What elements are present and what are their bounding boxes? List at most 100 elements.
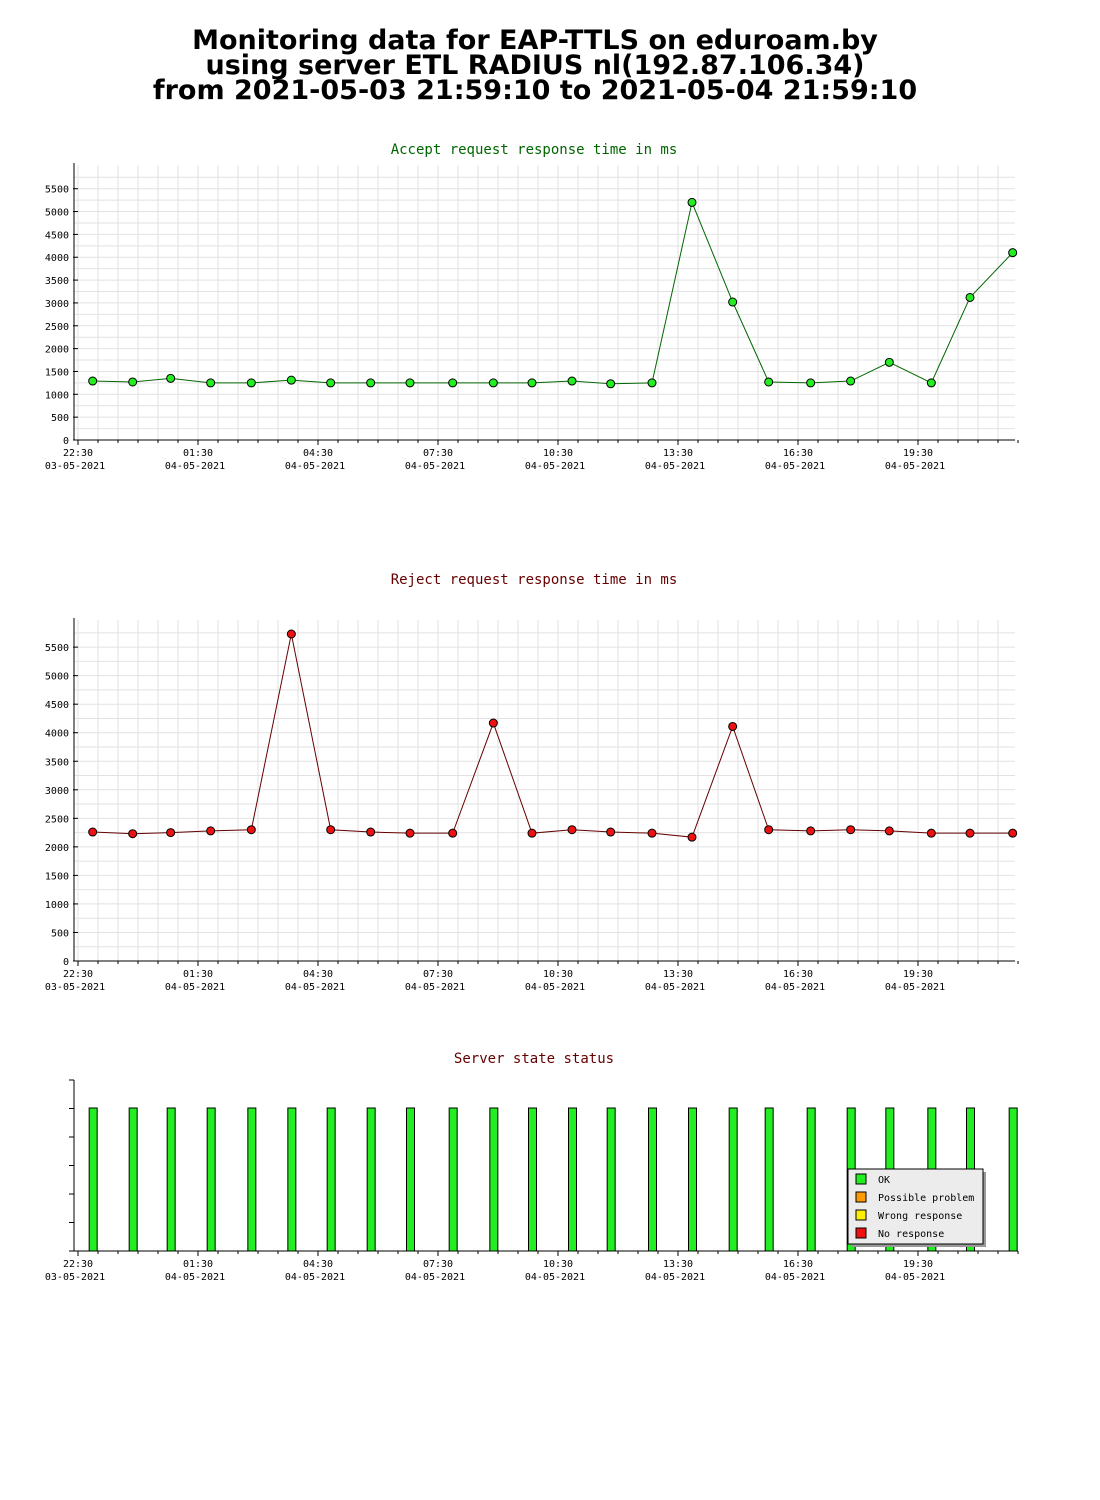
- y-tick-label: 3500: [45, 276, 69, 287]
- x-tick-label-date: 03-05-2021: [45, 461, 105, 472]
- x-tick-label-time: 22:30: [63, 969, 93, 980]
- y-tick-label: 4000: [45, 253, 69, 264]
- x-tick-label-time: 13:30: [663, 969, 693, 980]
- accept-data-point: [806, 378, 816, 388]
- legend-swatch: [855, 1191, 867, 1203]
- x-tick-label-time: 22:30: [63, 1259, 93, 1270]
- status-bar: [366, 1107, 376, 1252]
- accept-data-point: [687, 197, 697, 207]
- legend-swatch: [855, 1209, 867, 1221]
- reject-data-point: [606, 827, 616, 837]
- accept-data-point: [764, 377, 774, 387]
- y-tick-label: 0: [63, 957, 69, 968]
- reject-data-point: [1008, 828, 1018, 838]
- reject-chart-title: Reject request response time in ms: [391, 572, 678, 588]
- accept-chart: Accept request response time in ms 0 500 10…: [45, 142, 1019, 472]
- legend-swatch: [855, 1227, 867, 1239]
- accept-data-point: [647, 378, 657, 388]
- accept-data-point: [246, 378, 256, 388]
- x-tick-label-date: 04-05-2021: [285, 1272, 345, 1283]
- status-bar: [448, 1107, 458, 1252]
- accept-data-point: [926, 378, 936, 388]
- x-tick-label-date: 04-05-2021: [645, 1272, 705, 1283]
- x-tick-label-date: 04-05-2021: [645, 461, 705, 472]
- accept-data-point: [846, 376, 856, 386]
- reject-data-point: [728, 721, 738, 731]
- x-tick-label-date: 03-05-2021: [45, 1272, 105, 1283]
- reject-data-point: [846, 825, 856, 835]
- accept-data-point: [88, 376, 98, 386]
- status-bar: [489, 1107, 499, 1252]
- legend-label: Possible problem: [878, 1193, 974, 1204]
- reject-data-point: [647, 828, 657, 838]
- y-tick-label: 3000: [45, 299, 69, 310]
- reject-data-point: [88, 827, 98, 837]
- reject-data-point: [206, 826, 216, 836]
- legend-label: No response: [878, 1229, 944, 1240]
- x-tick-label-time: 01:30: [183, 969, 213, 980]
- x-tick-label-date: 04-05-2021: [165, 982, 225, 993]
- y-tick-label: 500: [51, 413, 69, 424]
- page-title-line-1: Monitoring data for EAP-TTLS on eduroam.…: [192, 25, 878, 56]
- accept-data-point: [166, 373, 176, 383]
- x-tick-label-date: 04-05-2021: [765, 461, 825, 472]
- y-tick-label: 1500: [45, 871, 69, 882]
- x-tick-label-time: 01:30: [183, 448, 213, 459]
- y-tick-label: 2000: [45, 345, 69, 356]
- x-tick-label-time: 22:30: [63, 448, 93, 459]
- status-bar: [166, 1107, 176, 1252]
- accept-series-line: [92, 200, 1014, 385]
- status-bar: [206, 1107, 216, 1252]
- x-tick-label-date: 04-05-2021: [765, 1272, 825, 1283]
- reject-data-point: [884, 826, 894, 836]
- y-tick-label: 500: [51, 928, 69, 939]
- accept-data-point: [606, 379, 616, 389]
- x-tick-label-time: 04:30: [303, 969, 333, 980]
- y-tick-label: 5500: [45, 643, 69, 654]
- reject-data-point: [166, 828, 176, 838]
- y-tick-label: 2000: [45, 843, 69, 854]
- x-tick-label-time: 19:30: [903, 448, 933, 459]
- x-tick-label-date: 04-05-2021: [165, 461, 225, 472]
- x-tick-label-date: 04-05-2021: [885, 982, 945, 993]
- x-tick-label-date: 04-05-2021: [885, 1272, 945, 1283]
- y-tick-label: 2500: [45, 322, 69, 333]
- accept-data-point: [965, 292, 975, 302]
- y-tick-label: 3000: [45, 786, 69, 797]
- x-tick-label-time: 10:30: [543, 969, 573, 980]
- reject-data-point: [527, 828, 537, 838]
- y-tick-label: 5000: [45, 672, 69, 683]
- y-tick-label: 0: [63, 436, 69, 447]
- x-tick-label-time: 04:30: [303, 448, 333, 459]
- x-tick-label-time: 16:30: [783, 1259, 813, 1270]
- reject-data-point: [488, 718, 498, 728]
- x-tick-label-date: 04-05-2021: [285, 982, 345, 993]
- x-tick-label-time: 04:30: [303, 1259, 333, 1270]
- x-tick-label-time: 16:30: [783, 448, 813, 459]
- reject-data-point: [286, 629, 296, 639]
- y-tick-label: 1000: [45, 900, 69, 911]
- accept-data-point: [448, 378, 458, 388]
- reject-series-line: [92, 633, 1013, 838]
- status-chart: Server state status 22:30 03-05-2021 01:30 0…: [45, 1051, 1019, 1283]
- y-tick-label: 1000: [45, 390, 69, 401]
- x-tick-label-date: 04-05-2021: [765, 982, 825, 993]
- legend-label: OK: [878, 1175, 890, 1186]
- reject-data-point: [366, 827, 376, 837]
- x-tick-label-time: 19:30: [903, 1259, 933, 1270]
- status-bar: [568, 1107, 577, 1252]
- reject-data-point: [965, 828, 975, 838]
- legend: [847, 1168, 984, 1245]
- accept-data-point: [527, 378, 537, 388]
- x-tick-label-time: 10:30: [543, 448, 573, 459]
- status-chart-title: Server state status: [454, 1051, 614, 1067]
- status-bar: [806, 1107, 816, 1252]
- x-tick-label-date: 04-05-2021: [885, 461, 945, 472]
- accept-data-point: [1008, 248, 1018, 258]
- reject-data-point: [567, 825, 577, 835]
- x-tick-label-time: 13:30: [663, 448, 693, 459]
- x-tick-label-date: 04-05-2021: [165, 1272, 225, 1283]
- y-tick-label: 2500: [45, 814, 69, 825]
- x-tick-label-date: 04-05-2021: [285, 461, 345, 472]
- y-tick-label: 4000: [45, 729, 69, 740]
